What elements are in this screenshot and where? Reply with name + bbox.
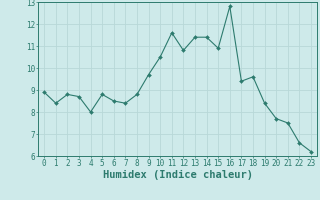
X-axis label: Humidex (Indice chaleur): Humidex (Indice chaleur) <box>103 170 252 180</box>
